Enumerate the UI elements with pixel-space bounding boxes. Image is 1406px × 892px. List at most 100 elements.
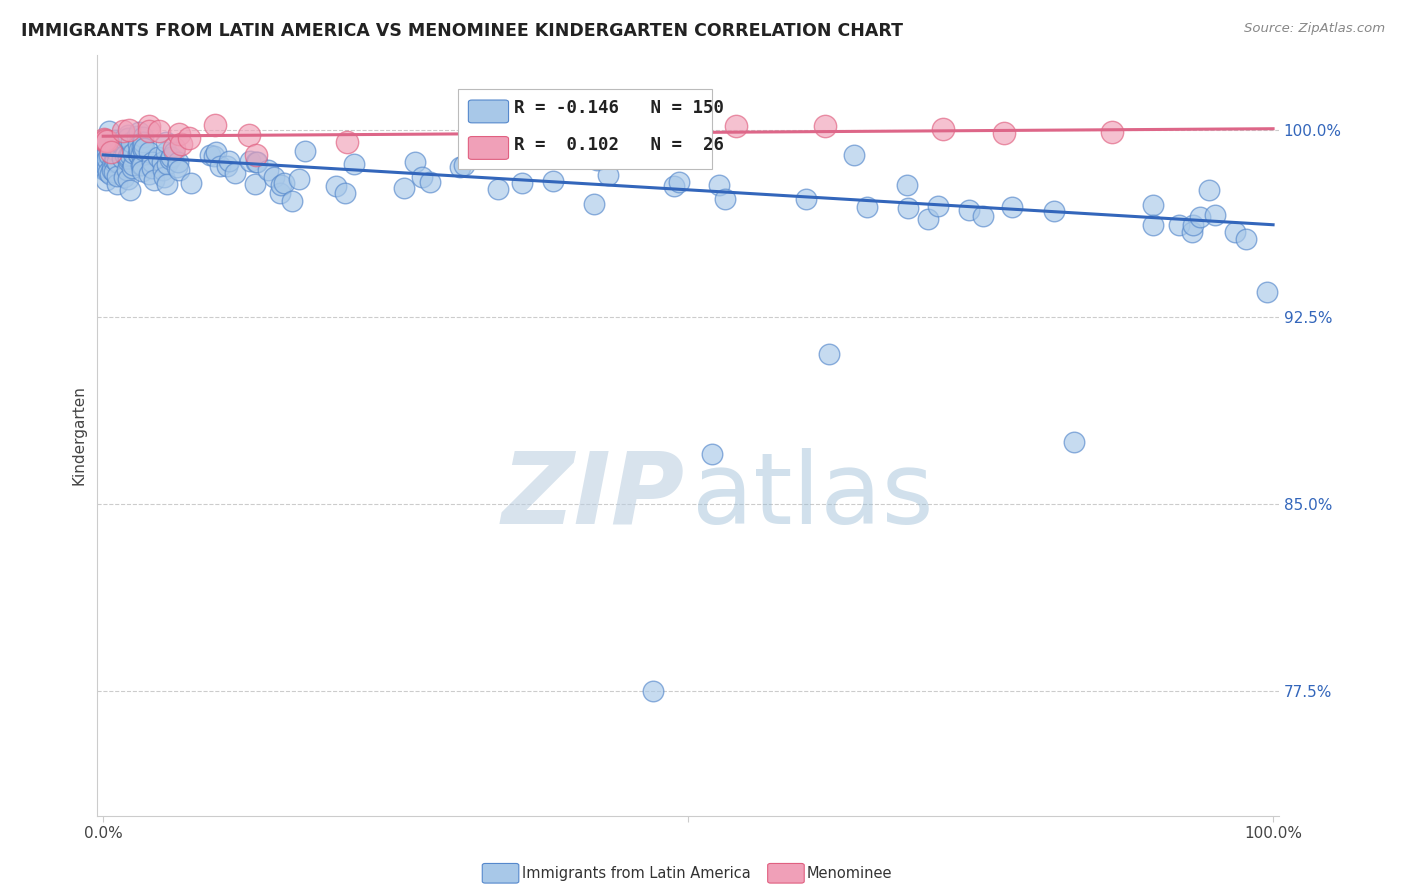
Point [155,135,177,149]
Point [105,177,128,191]
Point [129,147,152,161]
Point [204,118,226,132]
Point [138,145,160,159]
Point [1234,232,1257,246]
Point [1198,183,1220,197]
Point [159,150,181,164]
Point [270,178,292,192]
Point [957,202,980,217]
Point [411,169,433,184]
Point [121,158,143,172]
Point [104,135,127,149]
Point [131,158,153,172]
Point [128,148,150,162]
Point [150,155,173,169]
Point [294,144,316,158]
Point [101,144,124,158]
Point [180,176,202,190]
Point [972,209,994,223]
Point [93,136,115,151]
Point [931,122,953,136]
Point [128,125,150,139]
Point [527,130,550,145]
Point [93,151,115,165]
Point [127,136,149,151]
Text: atlas: atlas [692,448,934,545]
Point [115,132,138,146]
Point [117,148,139,162]
Point [122,146,145,161]
Text: ZIP: ZIP [502,448,685,545]
Point [104,144,127,158]
Point [101,162,124,177]
Point [218,153,240,168]
Point [97,164,120,178]
Point [132,135,155,149]
Point [842,148,865,162]
Point [927,199,949,213]
Point [246,155,269,169]
Point [725,119,748,133]
Point [245,148,267,162]
Point [141,161,163,175]
Point [170,137,193,152]
Point [93,163,115,178]
Point [138,167,160,181]
Point [205,145,228,159]
Point [114,148,136,162]
Point [117,153,139,168]
Point [917,212,939,227]
Point [132,130,155,145]
Point [343,157,366,171]
Point [243,177,266,191]
Point [105,155,128,169]
Point [120,148,142,162]
Point [93,157,115,171]
Point [131,139,153,153]
Point [1182,219,1205,233]
FancyBboxPatch shape [468,136,509,160]
Point [100,145,122,159]
Point [118,183,141,197]
Point [112,124,135,138]
Point [700,447,723,461]
Point [94,154,117,169]
Point [1167,218,1189,232]
Point [111,138,134,153]
Point [108,139,131,153]
FancyBboxPatch shape [468,100,509,123]
Text: Source: ZipAtlas.com: Source: ZipAtlas.com [1244,22,1385,36]
Point [141,154,163,169]
Point [138,120,160,134]
Point [121,161,143,175]
Point [152,163,174,178]
Point [131,144,153,158]
Point [104,142,127,156]
Point [1001,200,1024,214]
Point [662,178,685,193]
Point [1256,285,1278,299]
Point [336,135,359,149]
Point [419,176,441,190]
Point [1223,225,1246,239]
Point [707,178,730,192]
Point [855,200,877,214]
Point [159,152,181,166]
Text: IMMIGRANTS FROM LATIN AMERICA VS MENOMINEE KINDERGARTEN CORRELATION CHART: IMMIGRANTS FROM LATIN AMERICA VS MENOMIN… [21,22,903,40]
Point [91,162,114,177]
Point [1142,197,1164,211]
FancyBboxPatch shape [458,89,711,169]
Text: R =  0.102   N =  26: R = 0.102 N = 26 [515,136,724,154]
Point [1204,208,1226,222]
Point [94,133,117,147]
Point [585,153,607,167]
Point [392,181,415,195]
Point [1101,125,1123,139]
Point [148,124,170,138]
Point [117,128,139,143]
Point [146,150,169,164]
Point [120,135,142,149]
Point [630,128,652,142]
Point [96,161,118,175]
Point [794,193,817,207]
